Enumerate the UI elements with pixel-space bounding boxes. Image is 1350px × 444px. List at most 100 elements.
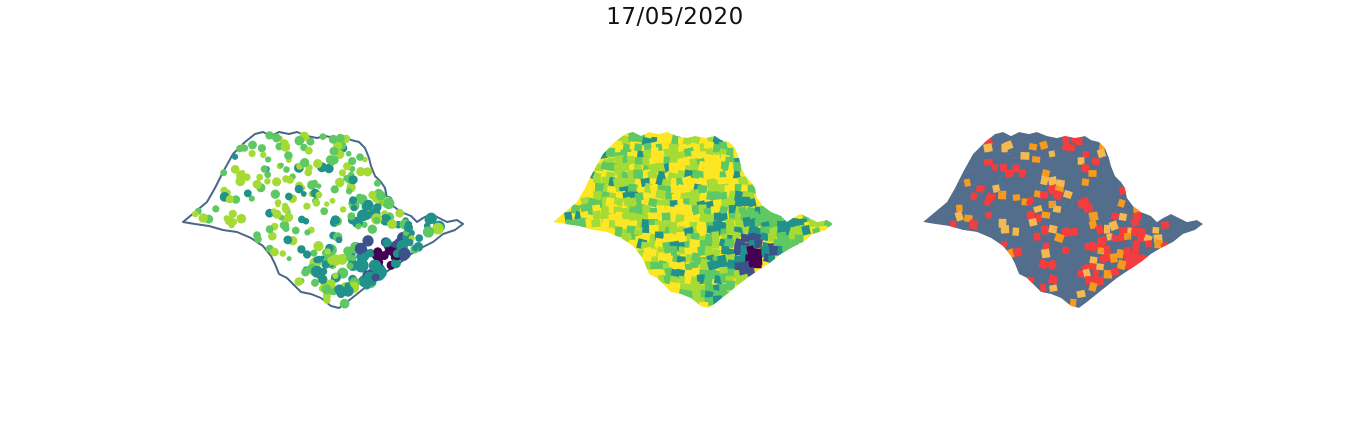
boundary-line [1102, 168, 1105, 174]
municipality-cell [605, 197, 616, 208]
boundary-line [1064, 153, 1070, 157]
map-choropleth [545, 110, 845, 330]
municipality-cell [592, 210, 602, 220]
boundary-line [1126, 247, 1130, 253]
municipality-class-cell [1122, 246, 1132, 257]
municipality-bubble [335, 177, 345, 188]
municipality-cell [711, 239, 721, 249]
municipality-class-cell [1053, 232, 1065, 244]
municipality-class-cell [1040, 175, 1049, 186]
municipality-cell [819, 225, 828, 234]
municipality-bubble [260, 165, 269, 173]
municipality-cell [754, 218, 764, 227]
municipality-cell [698, 301, 709, 308]
municipality-class-cell [1081, 197, 1090, 207]
municipality-cell [690, 189, 700, 200]
municipality-class-cell [1108, 220, 1119, 232]
municipality-cell [647, 170, 658, 181]
municipality-bubble [325, 155, 336, 165]
municipality-bubble [432, 222, 444, 235]
municipality-bubble [313, 159, 323, 169]
boundary-line [1111, 264, 1113, 266]
boundary-line [1154, 238, 1160, 243]
boundary-line [985, 159, 991, 162]
municipality-class-cell [1076, 289, 1086, 299]
municipality-bubble [363, 271, 376, 284]
figure-title: 17/05/2020 [606, 4, 744, 30]
municipality-cell [655, 163, 665, 172]
municipality-bubble [387, 219, 397, 230]
municipality-cell [632, 169, 644, 180]
boundary-line [997, 132, 1000, 138]
municipality-class-cell [1004, 169, 1015, 179]
boundary-line [974, 224, 976, 229]
municipality-cell [663, 148, 672, 157]
municipality-class-cell [1047, 274, 1059, 286]
municipality-bubble [304, 229, 311, 236]
boundary-line [1051, 205, 1056, 208]
boundary-line [971, 207, 976, 210]
municipality-bubble [272, 177, 282, 187]
municipality-class-cell [983, 158, 993, 166]
municipality-cell [769, 245, 780, 256]
municipality-bubble [271, 208, 277, 214]
municipality-cell [602, 218, 611, 228]
municipality-cell [754, 240, 762, 249]
municipality-bubble [355, 193, 364, 202]
boundary-line [1096, 195, 1099, 197]
municipality-class-cell [1088, 281, 1098, 293]
municipality-bubble [239, 169, 246, 176]
municipality-class-cell [1096, 263, 1105, 271]
municipality-class-cell [1033, 205, 1043, 214]
municipality-class-cell [1127, 227, 1135, 236]
municipality-bubble [330, 215, 341, 225]
municipality-cell [591, 219, 601, 228]
municipality-cell [614, 155, 625, 165]
municipality-bubble [404, 220, 413, 228]
municipality-class-cell [1003, 140, 1014, 151]
municipality-cell [697, 177, 708, 187]
municipality-class-cell [1042, 242, 1050, 251]
municipality-cell [654, 237, 666, 249]
municipality-bubble [303, 202, 311, 210]
municipality-cell [717, 177, 727, 185]
municipality-cell [605, 147, 616, 157]
municipality-bubble [350, 255, 357, 262]
boundary-line [1006, 242, 1010, 247]
municipality-bubble [231, 153, 239, 160]
metro-region [748, 248, 759, 268]
municipality-bubble [373, 247, 383, 257]
boundary-line [1107, 185, 1109, 189]
municipality-class-cell [1088, 211, 1099, 222]
municipality-class-cell [983, 143, 993, 153]
municipality-class-cell [1131, 248, 1139, 258]
boundary-line [1062, 199, 1067, 205]
municipality-bubble [371, 273, 380, 282]
municipality-cell [760, 226, 771, 235]
municipality-class-cell [1103, 245, 1111, 255]
municipality-cell [781, 245, 792, 255]
municipality-bubble [274, 199, 282, 206]
municipality-cell [788, 217, 799, 228]
municipality-cell [593, 191, 602, 201]
municipality-class-cell [1077, 157, 1085, 165]
municipality-bubble [355, 223, 362, 230]
municipality-cell [600, 161, 612, 171]
municipality-bubble [312, 199, 321, 207]
municipality-cell [655, 188, 667, 200]
municipality-cell [706, 260, 717, 271]
municipality-bubble [225, 195, 234, 204]
municipality-cell [760, 232, 770, 242]
boundary-line [1035, 259, 1039, 261]
municipality-cell [718, 212, 728, 222]
municipality-class-cell [968, 219, 979, 230]
municipality-cell [648, 212, 658, 221]
municipality-class-cell [1067, 144, 1076, 152]
boundary-line [1059, 176, 1064, 182]
municipality-bubble [383, 197, 395, 210]
municipality-bubble [285, 192, 293, 201]
boundary-line [1004, 202, 1010, 205]
municipality-bubble [283, 166, 290, 173]
boundary-line [1086, 216, 1092, 220]
municipality-bubble [248, 195, 255, 202]
